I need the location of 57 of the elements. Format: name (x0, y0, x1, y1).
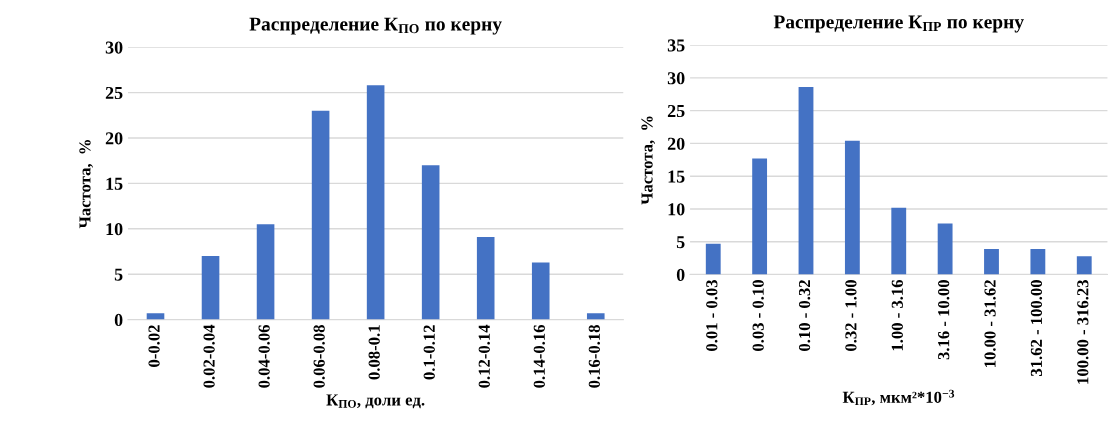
x-tick-label: 0.06-0.08 (313, 325, 325, 388)
x-tick-label: 0.16-0.18 (588, 325, 601, 388)
y-tick-label: 25 (667, 104, 685, 118)
y-axis-title: Частота, % (641, 116, 656, 205)
y-tick-label: 30 (105, 41, 123, 54)
y-tick-label: 0 (676, 268, 685, 281)
y-tick-label: 5 (114, 268, 123, 281)
x-tick-label: 0.01 - 0.03 (706, 279, 718, 351)
bar (798, 87, 814, 275)
x-tick-label: 100.00 - 316.23 (1077, 279, 1089, 384)
x-tick-label: 0.14-0.16 (533, 324, 545, 388)
bar (256, 224, 275, 320)
bar (1076, 256, 1092, 275)
y-tick-label: 20 (105, 132, 123, 145)
y-tick-label: 15 (106, 177, 123, 190)
bar (984, 248, 999, 275)
bar (531, 262, 550, 320)
bar (1030, 248, 1046, 275)
x-tick-label: 31.62 - 100.00 (1030, 280, 1043, 377)
x-tick-label: 3.16 - 10.00 (938, 280, 950, 360)
x-tick-label: 0.32 - 1.00 (845, 280, 857, 351)
y-tick-label: 10 (668, 203, 685, 216)
y-axis-title: Частота, % (79, 140, 93, 229)
x-tick-label: 0.10 - 0.32 (798, 280, 811, 351)
bar (844, 140, 860, 275)
x-tick-label: 0-0.02 (148, 325, 160, 367)
y-tick-label: 25 (105, 86, 123, 100)
y-tick-label: 10 (106, 223, 123, 236)
chart-title: Распределение К$_{ПР}$ по керну (773, 15, 1024, 33)
bar (891, 207, 907, 275)
bar (752, 158, 768, 275)
x-axis-title: К$_{ПО}$, доли ед. (326, 394, 425, 409)
bar (586, 313, 605, 320)
x-tick-label: 0.03 - 0.10 (752, 280, 764, 351)
x-tick-label: 1.00 - 3.16 (891, 279, 903, 351)
y-tick-label: 35 (667, 39, 685, 52)
bar (311, 110, 330, 320)
bar (421, 165, 440, 320)
x-tick-label: 0.08-0.1 (368, 325, 380, 380)
bar (476, 236, 495, 320)
x-tick-label: 10.00 - 31.62 (984, 280, 996, 367)
y-tick-label: 30 (667, 72, 685, 85)
y-tick-label: 20 (667, 137, 685, 150)
bar (366, 85, 385, 320)
x-tick-label: 0.02-0.04 (203, 324, 215, 388)
bar (937, 223, 953, 275)
bar (146, 313, 165, 320)
bar (201, 256, 220, 320)
y-tick-label: 5 (676, 236, 685, 249)
bar (705, 243, 721, 275)
x-tick-label: 0.04-0.06 (258, 324, 270, 388)
y-tick-label: 15 (668, 170, 685, 183)
x-tick-label: 0.12-0.14 (478, 324, 490, 388)
x-tick-label: 0.1-0.12 (423, 325, 435, 380)
y-tick-label: 0 (114, 313, 123, 327)
x-axis-title: К$_{ПР}$, мкм²*10$^{−3}$ (842, 389, 955, 406)
chart-title: Распределение К$_{ПО}$ по керну (249, 17, 502, 35)
